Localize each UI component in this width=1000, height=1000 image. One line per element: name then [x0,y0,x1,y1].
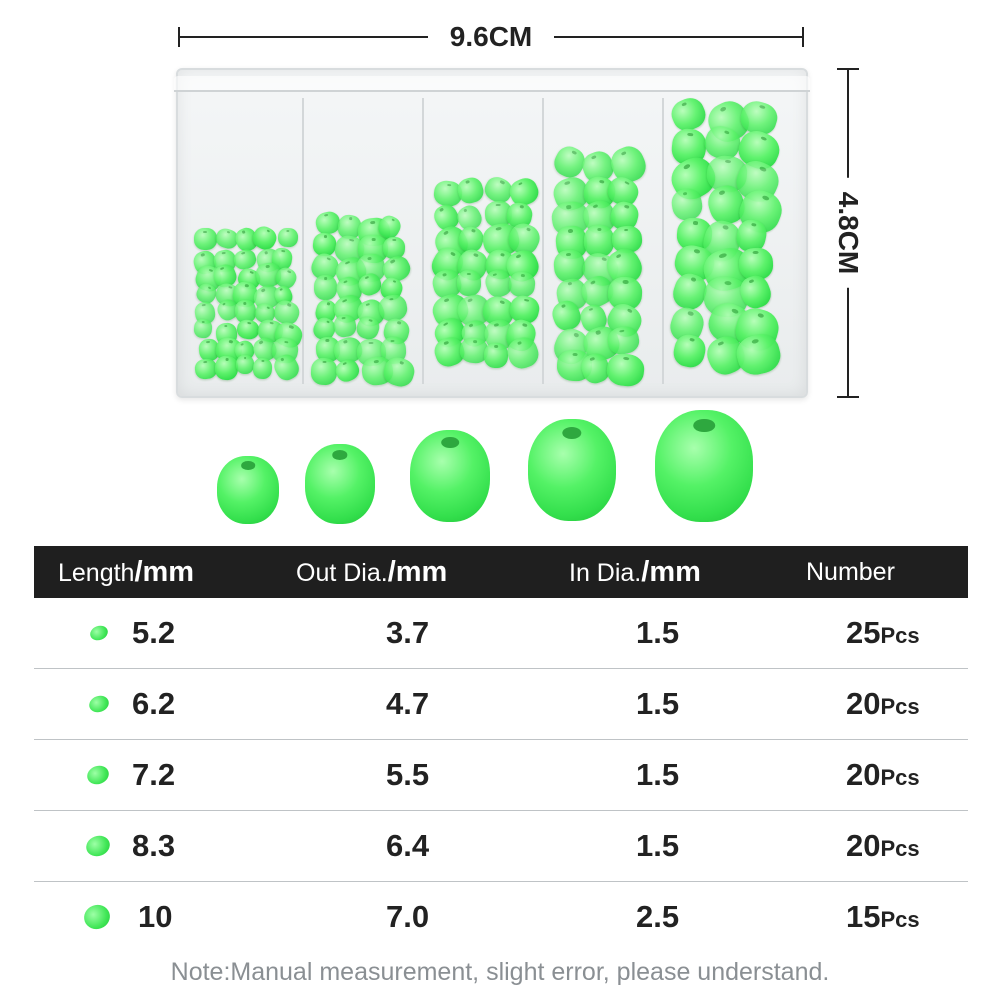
compartment-divider [542,98,544,384]
bead [507,270,536,298]
bead [214,355,239,381]
cell-in-dia: 1.5 [636,615,680,650]
sample-bead [410,430,490,522]
cell-length: 7.2 [132,757,176,792]
bead-icon [84,762,112,788]
cell-length: 6.2 [132,686,176,721]
cell-number: 20Pcs [846,828,920,863]
cell-length: 5.2 [132,615,176,650]
bead-hole [332,450,348,460]
bead-hole [562,427,582,440]
cell-number: 25Pcs [846,615,920,650]
bead [605,352,646,389]
bead-hole [241,461,255,470]
header-in-dia: In Dia./mm [569,556,701,588]
cell-out-dia: 7.0 [386,899,430,934]
table-row: 8.3 6.4 1.5 20Pcs [34,811,968,882]
bead [552,248,586,284]
bead [193,318,213,340]
compartment-divider [302,98,304,384]
table-row: 6.2 4.7 1.5 20Pcs [34,669,968,740]
compartment-divider [422,98,424,384]
bead [313,275,338,301]
cell-out-dia: 6.4 [386,828,430,863]
cell-out-dia: 3.7 [386,615,430,650]
bead-icon [80,901,114,933]
cell-out-dia: 4.7 [386,686,430,721]
bead [277,227,299,249]
bead-box-image [174,68,810,398]
sample-bead [217,456,279,524]
cell-length: 8.3 [132,828,176,863]
table-row: 10 7.0 2.5 15Pcs [34,882,968,952]
bead [193,228,217,251]
table-header: Length/mm Out Dia./mm In Dia./mm Number [34,546,968,598]
bead [456,269,482,296]
bead [234,318,261,342]
cell-in-dia: 1.5 [636,686,680,721]
width-dimension: 9.6CM [178,21,804,52]
bead-hole [693,418,715,433]
cell-length: 10 [138,899,173,934]
header-out-dia: Out Dia./mm [296,556,448,588]
spec-table: Length/mm Out Dia./mm In Dia./mm Number … [34,546,968,952]
compartment-divider [662,98,664,384]
table-row: 7.2 5.5 1.5 20Pcs [34,740,968,811]
bead-icon [88,623,110,643]
bead [235,354,254,375]
cell-number: 20Pcs [846,757,920,792]
measurement-note: Note:Manual measurement, slight error, p… [170,958,830,986]
sample-bead [655,410,753,522]
bead [252,357,273,380]
cell-number: 15Pcs [846,899,920,934]
sample-bead [528,419,616,521]
bead-icon [83,832,113,860]
cell-out-dia: 5.5 [386,757,430,792]
bead [483,342,509,369]
bead-hole [441,437,459,449]
width-label: 9.6CM [427,21,555,52]
box-lid [174,76,810,92]
header-length: Length/mm [58,556,195,588]
bead [332,313,358,339]
sample-bead [305,444,375,524]
bead-icon [86,693,112,715]
height-label: 4.8CM [832,177,864,289]
height-dimension: 4.8CM [830,68,866,398]
cell-in-dia: 1.5 [636,757,680,792]
cell-in-dia: 1.5 [636,828,680,863]
header-number: Number [806,558,895,586]
cell-in-dia: 2.5 [636,899,680,934]
table-row: 5.2 3.7 1.5 25Pcs [34,598,968,669]
bead [310,357,338,386]
cell-number: 20Pcs [846,686,920,721]
